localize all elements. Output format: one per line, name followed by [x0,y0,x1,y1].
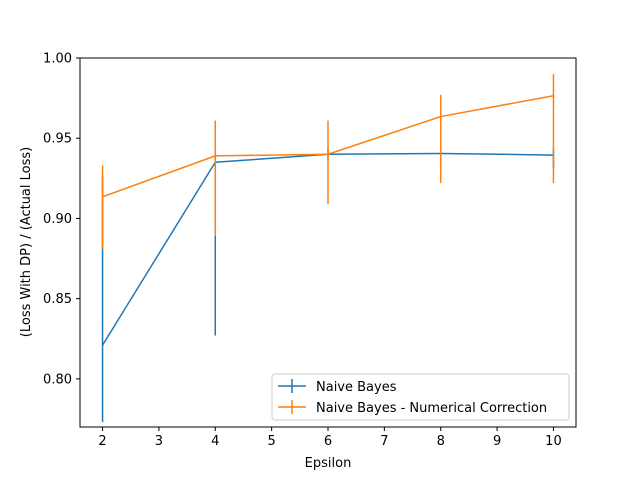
data-point [439,115,442,118]
series-layer [101,74,555,423]
legend-label: Naive Bayes [316,380,397,395]
x-tick-label: 6 [324,434,332,449]
y-tick-label: 0.95 [43,132,72,147]
data-point [552,94,555,97]
series-1 [101,74,555,249]
x-tick-label: 5 [267,434,275,449]
y-tick-label: 1.00 [43,52,72,67]
legend: Naive Bayes Naive Bayes - Numerical Corre… [271,373,570,421]
x-tick-label: 8 [437,434,445,449]
x-tick-label: 10 [545,434,562,449]
data-point [214,155,217,157]
x-tick-label: 7 [380,434,388,449]
data-point [327,153,329,156]
y-tick-label: 0.80 [43,372,72,387]
x-axis-label: Epsilon [305,456,352,471]
y-tick-label: 0.85 [43,292,72,307]
x-tick-label: 9 [493,434,501,449]
x-tick-label: 4 [211,434,219,449]
y-tick-label: 0.90 [43,212,72,227]
axes-layer: 2 3 4 5 6 7 8 9 10 0.80 0.85 0.90 0.95 1.00 [43,52,562,450]
x-tick-label: 2 [98,434,106,449]
legend-label: Naive Bayes - Numerical Correction [316,401,547,416]
y-axis-label: (Loss With DP) / (Actual Loss) [19,147,34,337]
x-tick-label: 3 [155,434,163,449]
data-point [101,344,104,346]
legend-box [271,373,570,421]
data-point [101,196,104,198]
